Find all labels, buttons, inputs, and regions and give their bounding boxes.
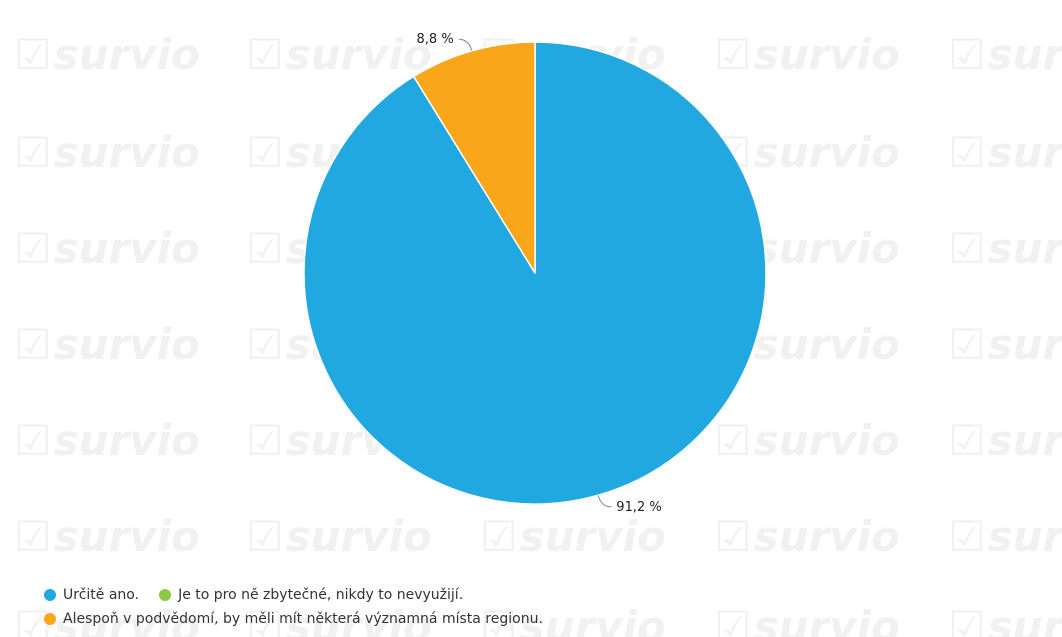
legend: Určitě ano. Je to pro ně zbytečné, nikdy … xyxy=(44,583,1044,631)
legend-item-0[interactable]: Určitě ano. xyxy=(44,587,139,603)
legend-marker-icon xyxy=(159,589,172,601)
pie-slice-2[interactable] xyxy=(412,41,536,274)
slice-value-label-0: 91,2 % xyxy=(616,500,661,515)
legend-item-2[interactable]: Alespoň v podvědomí, by měli mít některá… xyxy=(44,611,543,627)
slice-value-label-2: 8,8 % xyxy=(417,32,454,47)
pie-labels: 91,2 % 8,8 % xyxy=(417,32,662,515)
legend-row: Určitě ano. Je to pro ně zbytečné, nikdy … xyxy=(44,583,1044,607)
legend-row: Alespoň v podvědomí, by měli mít některá… xyxy=(44,607,1044,631)
legend-label: Je to pro ně zbytečné, nikdy to nevyužij… xyxy=(178,587,464,603)
slice-label-connector-0 xyxy=(597,495,612,508)
legend-marker-icon xyxy=(44,589,56,601)
legend-label: Alespoň v podvědomí, by měli mít některá… xyxy=(63,611,543,627)
pie-slices xyxy=(303,41,767,505)
legend-marker-icon xyxy=(44,613,56,625)
slice-label-connector-2 xyxy=(458,38,473,51)
legend-item-1[interactable]: Je to pro ně zbytečné, nikdy to nevyužij… xyxy=(159,587,463,603)
legend-label: Určitě ano. xyxy=(63,587,140,603)
